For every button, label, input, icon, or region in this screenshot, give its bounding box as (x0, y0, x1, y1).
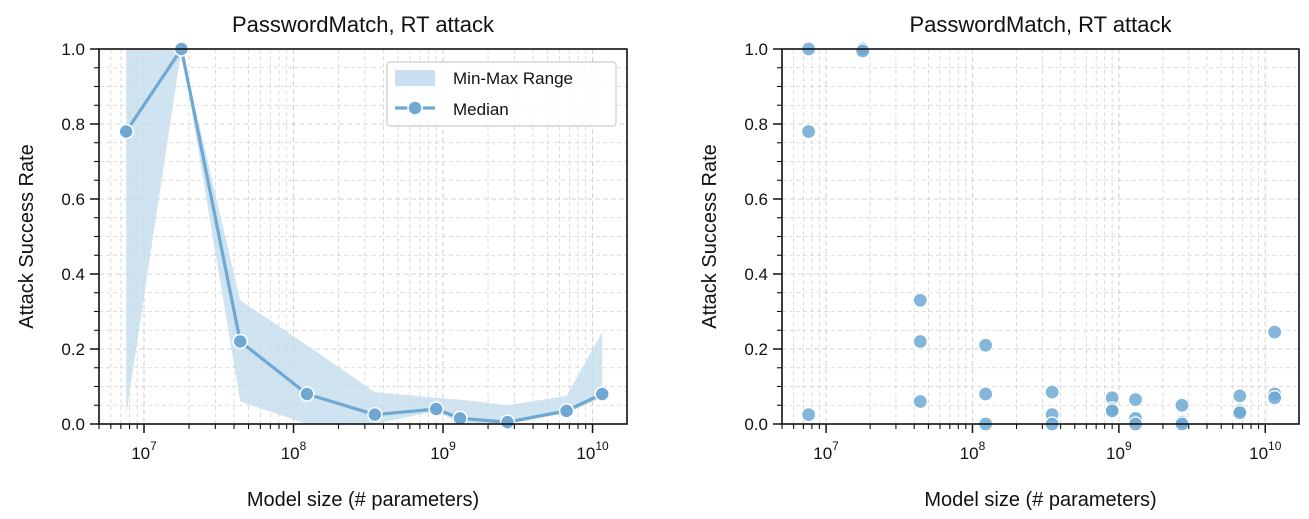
median-point (118, 123, 134, 140)
scatter-point (801, 407, 817, 423)
legend-label-range: Min-Max Range (453, 69, 573, 88)
left-grid (98, 49, 627, 424)
legend-box (386, 61, 617, 127)
left-marks (118, 41, 610, 430)
right-chart-title: PasswordMatch, RT attack (909, 12, 1172, 37)
scatter-point (912, 333, 928, 350)
left-y-tick-label: 0.4 (61, 265, 85, 284)
scatter-point (1044, 384, 1060, 400)
right-y-tick-label: 0.2 (744, 340, 768, 359)
legend-label-median: Median (453, 100, 509, 119)
median-point (299, 386, 315, 402)
right-x-tick-label: 109 (1106, 439, 1132, 463)
scatter-point (1267, 324, 1283, 340)
median-point (367, 406, 383, 423)
right-y-tick-label: 0.8 (744, 115, 768, 134)
right-x-tick-label: 1010 (1249, 439, 1282, 463)
right-y-axis-label: Attack Success Rate (699, 144, 721, 329)
median-point (428, 401, 444, 417)
left-chart-title: PasswordMatch, RT attack (232, 12, 495, 37)
left-x-axis-label: Model size (# parameters) (247, 489, 479, 511)
left-ticks: 107 108 109 1010 0.0 0.2 0.4 0.6 0.8 1.0 (61, 40, 609, 463)
right-y-tick-label: 0.4 (744, 265, 768, 284)
median-point (499, 414, 516, 430)
scatter-point (855, 43, 871, 59)
scatter-point (801, 123, 817, 140)
right-x-tick-label: 108 (960, 439, 986, 463)
legend-swatch-median-marker (407, 100, 423, 116)
scatter-point (1267, 390, 1283, 406)
legend-swatch-range (395, 70, 435, 86)
right-x-tick-label: 107 (813, 439, 839, 463)
left-y-tick-label: 0.8 (61, 115, 85, 134)
right-ticks: 107 108 109 1010 0.0 0.2 0.4 0.6 0.8 1.0 (744, 40, 1281, 463)
right-panel: 107 108 109 1010 0.0 0.2 0.4 0.6 0.8 1.0 Password… (699, 12, 1300, 511)
left-x-tick-label: 1010 (576, 439, 609, 463)
scatter-point (1232, 405, 1248, 421)
right-y-tick-label: 0.0 (744, 415, 768, 434)
left-y-axis-label: Attack Success Rate (16, 144, 38, 329)
scatter-point (1127, 392, 1144, 408)
left-y-tick-label: 0.2 (61, 340, 85, 359)
scatter-point (1174, 397, 1190, 413)
right-grid (781, 49, 1299, 424)
min-max-range-band (126, 49, 603, 424)
median-point (594, 386, 610, 402)
median-point (558, 403, 575, 419)
right-x-axis-label: Model size (# parameters) (924, 489, 1156, 511)
scatter-point (912, 292, 928, 308)
median-point (232, 333, 248, 350)
left-y-tick-label: 1.0 (61, 40, 85, 59)
left-x-tick-label: 109 (430, 439, 456, 463)
right-y-tick-label: 0.6 (744, 190, 768, 209)
scatter-point (978, 337, 994, 353)
left-x-tick-label: 107 (131, 439, 157, 463)
left-y-tick-label: 0.0 (61, 415, 85, 434)
median-point (452, 410, 468, 427)
left-panel: 107 108 109 1010 0.0 0.2 0.4 0.6 0.8 1.0 Password… (16, 12, 628, 511)
median-line (124, 47, 603, 424)
right-y-tick-label: 1.0 (744, 40, 768, 59)
scatter-point (912, 393, 928, 410)
scatter-point (978, 386, 994, 402)
legend: Min-Max Range Median (386, 61, 617, 127)
left-y-tick-label: 0.6 (61, 190, 85, 209)
scatter-point (1232, 388, 1248, 404)
scatter-point (1104, 403, 1120, 419)
left-x-tick-label: 108 (281, 439, 307, 463)
